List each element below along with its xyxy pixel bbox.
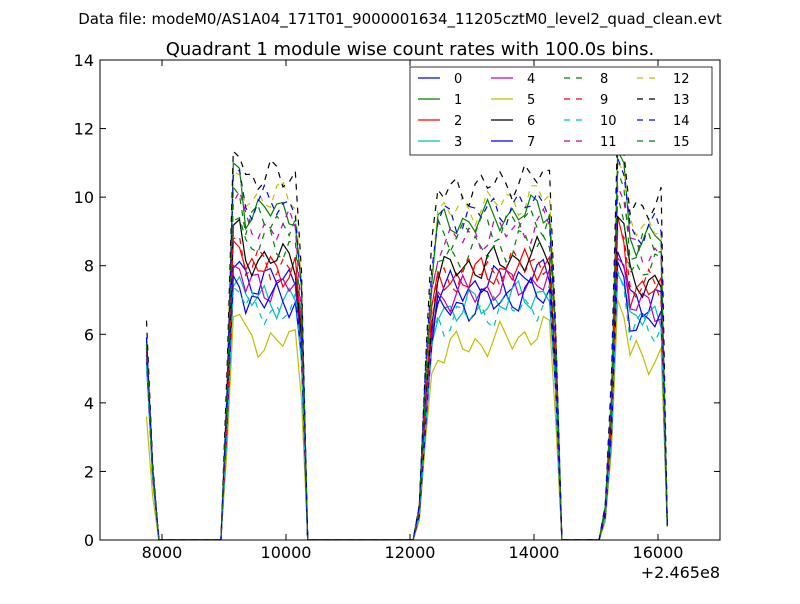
legend-frame bbox=[409, 66, 713, 156]
legend-label-12: 12 bbox=[673, 72, 690, 87]
legend-label-2: 2 bbox=[454, 114, 462, 129]
legend-label-14: 14 bbox=[673, 114, 690, 129]
chart-title: Quadrant 1 module wise count rates with … bbox=[166, 39, 655, 60]
y-tick-label: 2 bbox=[84, 462, 94, 481]
y-tick-label: 8 bbox=[84, 257, 94, 276]
legend-label-5: 5 bbox=[527, 93, 535, 108]
x-offset-label: +2.465e8 bbox=[641, 563, 720, 582]
y-tick-label: 6 bbox=[84, 325, 94, 344]
x-tick-label: 16000 bbox=[633, 543, 684, 562]
series-line-10 bbox=[145, 270, 668, 540]
series-line-5 bbox=[145, 299, 668, 540]
legend-label-1: 1 bbox=[454, 93, 462, 108]
x-axis: 8000 10000 12000 14000 16000 bbox=[142, 60, 684, 562]
series-line-7 bbox=[145, 261, 668, 540]
series-line-1 bbox=[145, 150, 668, 540]
series-line-0 bbox=[145, 251, 668, 540]
legend-label-9: 9 bbox=[600, 93, 608, 108]
legend-label-7: 7 bbox=[527, 135, 535, 150]
series-line-9 bbox=[145, 228, 668, 540]
series-line-4 bbox=[145, 256, 668, 540]
x-tick-label: 12000 bbox=[385, 543, 436, 562]
y-tick-label: 0 bbox=[84, 531, 94, 550]
legend-label-10: 10 bbox=[600, 114, 617, 129]
series-line-3 bbox=[145, 271, 668, 540]
y-tick-label: 4 bbox=[84, 394, 94, 413]
legend-label-0: 0 bbox=[454, 72, 462, 87]
legend-label-3: 3 bbox=[454, 135, 462, 150]
series-group bbox=[145, 123, 668, 540]
y-tick-label: 10 bbox=[74, 188, 94, 207]
x-tick-label: 14000 bbox=[509, 543, 560, 562]
legend-label-11: 11 bbox=[600, 135, 617, 150]
legend-label-6: 6 bbox=[527, 114, 535, 129]
x-tick-label: 8000 bbox=[142, 543, 183, 562]
y-tick-label: 14 bbox=[74, 51, 94, 70]
legend-label-15: 15 bbox=[673, 135, 690, 150]
legend-label-4: 4 bbox=[527, 72, 535, 87]
figure-suptitle: Data file: modeM0/AS1A04_171T01_90000016… bbox=[78, 10, 722, 29]
y-tick-label: 12 bbox=[74, 120, 94, 139]
x-tick-label: 10000 bbox=[261, 543, 312, 562]
legend-label-13: 13 bbox=[673, 93, 690, 108]
series-line-14 bbox=[145, 157, 668, 540]
legend-label-8: 8 bbox=[600, 72, 608, 87]
